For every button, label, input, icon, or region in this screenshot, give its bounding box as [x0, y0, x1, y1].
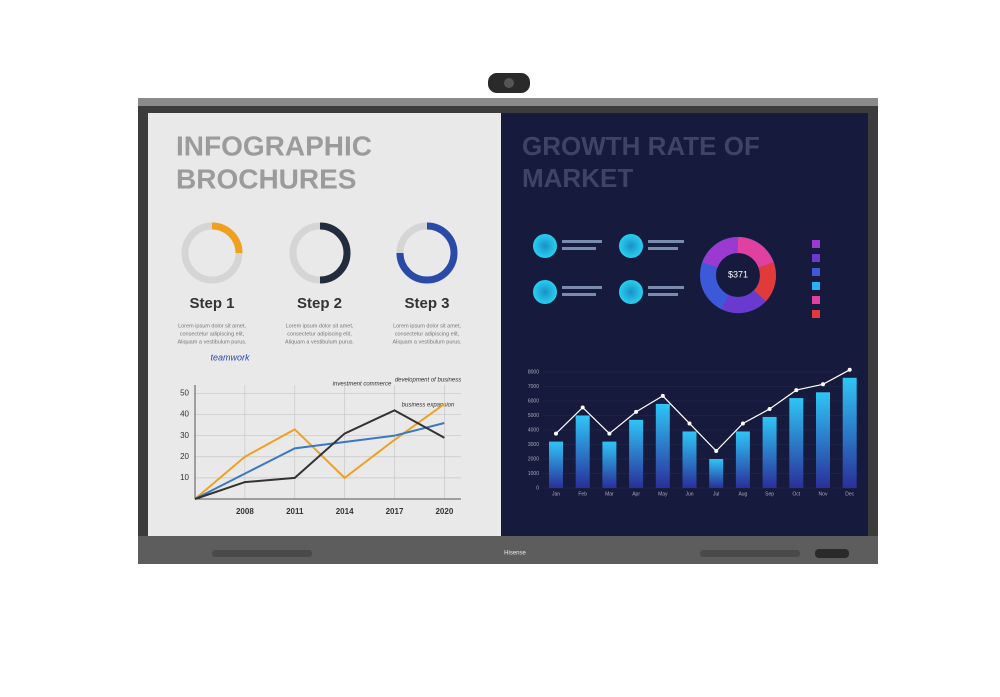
trend-point — [794, 388, 799, 393]
step-text: consectetur adipiscing elit, — [180, 331, 245, 337]
step-text: Lorem ipsum dolor sit amet, — [178, 323, 246, 329]
y-tick-label: 0 — [536, 485, 539, 491]
right-title: MARKET — [522, 163, 633, 193]
line-series — [194, 422, 445, 500]
x-tick-label: 2020 — [435, 507, 453, 516]
step-label: Step 3 — [404, 295, 449, 312]
y-tick-label: 2000 — [528, 456, 539, 462]
bar — [575, 415, 590, 488]
x-tick-label: 2011 — [286, 507, 304, 516]
y-tick-label: 20 — [180, 452, 189, 461]
step-rings — [181, 222, 458, 284]
y-tick-label: 40 — [180, 410, 189, 419]
bar — [735, 431, 750, 488]
x-tick-label: Oct — [792, 491, 800, 497]
trend-point — [554, 431, 558, 436]
trend-point — [607, 431, 612, 436]
y-tick-label: 3000 — [528, 442, 539, 448]
bubbles — [533, 234, 684, 304]
x-tick-label: 2017 — [386, 507, 404, 516]
bar — [602, 441, 617, 488]
annotation: teamwork — [210, 352, 250, 362]
trend-point — [660, 393, 665, 398]
step-text: Aliquam a vestibulum purus. — [392, 339, 462, 345]
x-tick-label: Apr — [632, 491, 640, 497]
trend-point — [634, 409, 639, 414]
x-tick-label: Dec — [845, 491, 854, 497]
bar — [709, 459, 724, 488]
trend-point — [740, 421, 745, 426]
speaker — [700, 550, 800, 557]
x-tick-label: Sep — [765, 491, 774, 497]
trend-point — [767, 406, 772, 411]
annotation: business expansion — [402, 403, 455, 409]
trend-point — [714, 449, 719, 453]
x-tick-label: 2008 — [236, 507, 254, 516]
bar — [789, 398, 804, 488]
step-text: consectetur adipiscing elit, — [395, 331, 460, 337]
trend-point — [847, 367, 852, 372]
y-tick-label: 4000 — [528, 427, 539, 433]
brand: Hisense — [504, 551, 526, 557]
left-panel — [148, 113, 501, 536]
bar — [682, 431, 697, 488]
step-text: Aliquam a vestibulum purus. — [177, 339, 247, 345]
annotation: development of business — [395, 378, 461, 384]
x-tick-label: Jan — [552, 491, 560, 497]
step-text: Aliquam a vestibulum purus. — [285, 339, 355, 345]
left-title: INFOGRAPHIC — [176, 130, 372, 161]
top-bezel — [138, 98, 878, 106]
bar — [629, 419, 644, 488]
y-tick-label: 8000 — [528, 369, 539, 375]
y-tick-label: 7000 — [528, 384, 539, 390]
x-tick-label: Nov — [819, 491, 828, 497]
y-tick-label: 5000 — [528, 413, 539, 419]
bar — [762, 416, 777, 488]
line-series — [194, 409, 445, 500]
x-tick-label: Aug — [738, 491, 747, 497]
bar — [842, 377, 857, 488]
x-tick-label: Jun — [685, 491, 693, 497]
speaker — [212, 550, 312, 557]
step-text: consectetur adipiscing elit, — [287, 331, 352, 337]
donut-legend — [812, 240, 820, 318]
x-tick-label: May — [658, 491, 668, 497]
step-label: Step 1 — [189, 295, 234, 312]
camera-lens — [504, 78, 514, 88]
trend-point — [580, 405, 585, 410]
donut-center: $371 — [728, 269, 748, 279]
x-tick-label: Feb — [578, 491, 587, 497]
x-tick-label: Mar — [605, 491, 614, 497]
step-text: Lorem ipsum dolor sit amet, — [393, 323, 461, 329]
bar — [816, 392, 830, 488]
x-tick-label: 2014 — [336, 507, 354, 516]
trend-point — [687, 421, 692, 426]
sensor — [815, 549, 849, 558]
left-title: BROCHURES — [176, 163, 356, 194]
trend-line — [555, 369, 850, 452]
donut — [700, 237, 776, 314]
bar — [655, 403, 670, 488]
step-text: Lorem ipsum dolor sit amet, — [286, 323, 354, 329]
y-tick-label: 6000 — [528, 398, 539, 404]
trend-point — [821, 382, 825, 387]
bar — [549, 441, 563, 488]
y-tick-label: 30 — [180, 431, 189, 440]
annotation: investment commerce — [333, 382, 392, 388]
y-tick-label: 1000 — [528, 471, 539, 477]
dynamic: Step 1 Lorem ipsum dolor sit amet, consect… — [177, 295, 858, 516]
step-label: Step 2 — [297, 295, 342, 312]
y-tick-label: 10 — [180, 473, 189, 482]
x-tick-label: Jul — [713, 491, 719, 497]
right-title: GROWTH RATE OF — [522, 131, 760, 161]
y-tick-label: 50 — [180, 389, 189, 398]
